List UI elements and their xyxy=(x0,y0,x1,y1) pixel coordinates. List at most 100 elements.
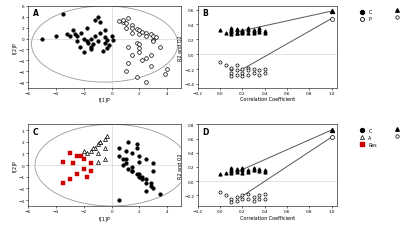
X-axis label: Correlation Coefficient: Correlation Coefficient xyxy=(240,215,295,220)
Point xyxy=(78,154,84,158)
Point xyxy=(143,181,150,185)
Point xyxy=(245,32,251,35)
Point xyxy=(256,30,262,33)
Point xyxy=(80,158,87,161)
Point xyxy=(66,35,73,38)
X-axis label: t[1]P: t[1]P xyxy=(99,97,110,102)
Point xyxy=(74,173,80,177)
Point xyxy=(136,173,143,177)
Point xyxy=(85,42,91,46)
Point xyxy=(83,27,90,30)
Point xyxy=(328,136,335,139)
Point xyxy=(143,158,150,161)
Point xyxy=(262,197,268,201)
Point xyxy=(328,18,335,21)
Point xyxy=(94,143,101,146)
Point xyxy=(94,40,101,44)
Point xyxy=(97,140,104,144)
Point xyxy=(157,193,164,196)
Point xyxy=(239,72,246,75)
Point xyxy=(234,64,240,68)
Point xyxy=(256,167,262,171)
Point xyxy=(143,35,150,38)
Point xyxy=(228,169,234,173)
Point xyxy=(39,38,45,41)
Point xyxy=(234,199,240,203)
Point xyxy=(234,74,240,77)
Point xyxy=(234,32,240,35)
Point xyxy=(217,190,223,194)
Legend: R2, Q2: R2, Q2 xyxy=(391,8,400,22)
Point xyxy=(97,21,104,25)
Point xyxy=(129,166,136,170)
Point xyxy=(256,170,262,173)
Y-axis label: t[2]P: t[2]P xyxy=(12,42,17,53)
Point xyxy=(115,199,122,202)
Point xyxy=(262,30,268,34)
Point xyxy=(102,138,108,142)
Point xyxy=(239,75,246,79)
Point xyxy=(150,187,156,191)
Point xyxy=(129,32,136,36)
Point xyxy=(245,168,251,172)
Point xyxy=(69,161,76,165)
Point xyxy=(228,30,234,34)
Point xyxy=(239,29,246,32)
Point xyxy=(256,69,262,73)
Point xyxy=(134,146,140,150)
Point xyxy=(228,72,234,75)
Point xyxy=(148,54,154,57)
Point xyxy=(108,35,115,38)
Point xyxy=(245,170,251,174)
Point xyxy=(129,24,136,28)
Point xyxy=(157,46,164,49)
Point xyxy=(134,173,140,177)
Point xyxy=(129,54,136,57)
Point xyxy=(92,19,98,22)
Point xyxy=(125,140,132,144)
Text: D: D xyxy=(202,127,208,136)
Point xyxy=(148,181,154,185)
Point xyxy=(164,67,170,71)
Point xyxy=(217,30,223,33)
Point xyxy=(80,38,87,41)
Point xyxy=(94,16,101,19)
Point xyxy=(239,68,246,71)
Point xyxy=(64,33,70,37)
Point xyxy=(122,150,129,153)
Point xyxy=(234,32,240,36)
Point xyxy=(78,32,84,36)
Point xyxy=(100,49,106,53)
Point xyxy=(245,66,251,70)
Point xyxy=(139,59,146,63)
Point xyxy=(217,60,223,64)
Point xyxy=(136,43,143,47)
Point xyxy=(120,158,126,161)
Point xyxy=(110,39,116,43)
Point xyxy=(262,72,268,75)
Y-axis label: t[2]P: t[2]P xyxy=(12,160,17,171)
Text: B: B xyxy=(202,9,208,18)
Point xyxy=(88,150,94,153)
Point xyxy=(102,158,108,161)
Point xyxy=(80,150,87,153)
Point xyxy=(97,32,104,36)
Point xyxy=(222,32,229,36)
Point xyxy=(234,168,240,172)
Point xyxy=(122,27,129,30)
Point xyxy=(120,19,126,22)
Point xyxy=(136,47,143,51)
Point xyxy=(60,13,66,17)
Point xyxy=(228,29,234,32)
Point xyxy=(136,30,143,33)
Point xyxy=(143,32,150,36)
Point xyxy=(328,10,335,14)
Point xyxy=(150,40,156,44)
Point xyxy=(262,170,268,174)
Point xyxy=(256,27,262,31)
Point xyxy=(74,35,80,38)
Point xyxy=(139,31,146,35)
Point xyxy=(245,74,251,77)
Point xyxy=(234,30,240,33)
Point xyxy=(228,75,234,79)
